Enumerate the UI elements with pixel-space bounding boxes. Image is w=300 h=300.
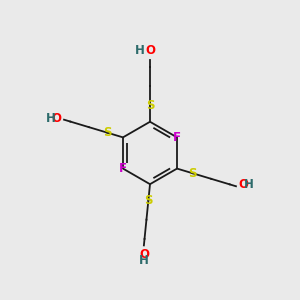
Text: F: F <box>119 162 127 175</box>
Text: O: O <box>145 44 155 57</box>
Text: S: S <box>188 167 197 180</box>
Text: S: S <box>103 126 112 139</box>
Text: S: S <box>144 194 153 207</box>
Text: F: F <box>173 131 181 144</box>
Text: S: S <box>146 99 154 112</box>
Text: H: H <box>46 112 56 125</box>
Text: O: O <box>238 178 248 191</box>
Text: H: H <box>139 254 149 267</box>
Text: O: O <box>52 112 62 125</box>
Text: O: O <box>139 248 149 261</box>
Text: H: H <box>244 178 254 191</box>
Text: H: H <box>135 44 145 57</box>
